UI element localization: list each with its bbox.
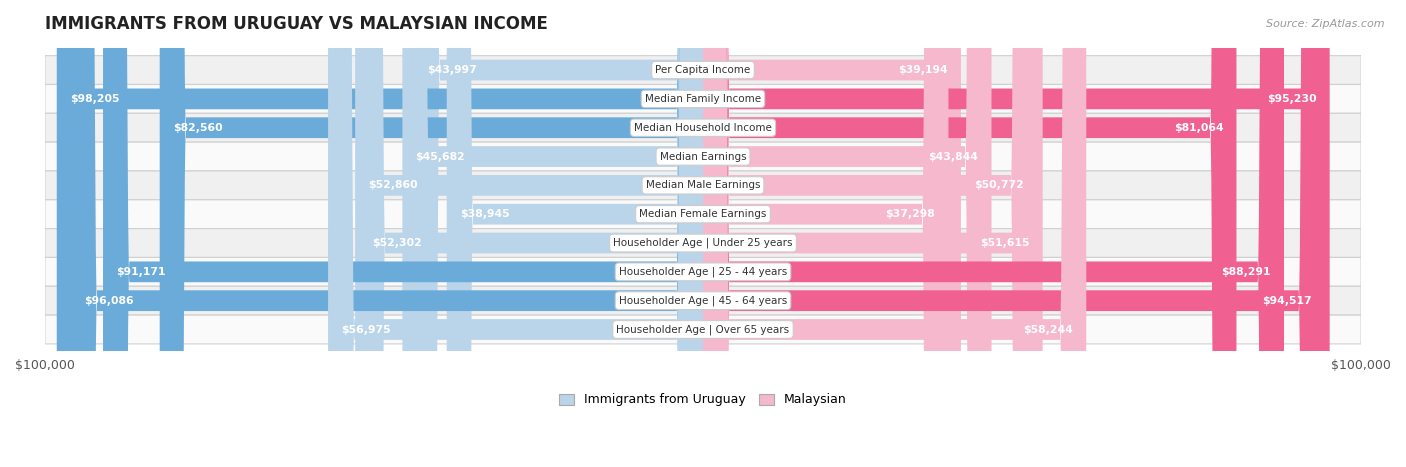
Text: $91,171: $91,171 [117, 267, 166, 277]
Text: IMMIGRANTS FROM URUGUAY VS MALAYSIAN INCOME: IMMIGRANTS FROM URUGUAY VS MALAYSIAN INC… [45, 15, 548, 33]
Text: Householder Age | Under 25 years: Householder Age | Under 25 years [613, 238, 793, 248]
FancyBboxPatch shape [70, 0, 703, 467]
FancyBboxPatch shape [703, 0, 1324, 467]
Text: $56,975: $56,975 [342, 325, 391, 334]
FancyBboxPatch shape [356, 0, 703, 467]
Text: $96,086: $96,086 [84, 296, 134, 306]
Text: Householder Age | 45 - 64 years: Householder Age | 45 - 64 years [619, 296, 787, 306]
FancyBboxPatch shape [160, 0, 703, 467]
Text: $82,560: $82,560 [173, 123, 222, 133]
FancyBboxPatch shape [413, 0, 703, 467]
FancyBboxPatch shape [703, 0, 1284, 467]
FancyBboxPatch shape [45, 200, 1361, 229]
Text: $88,291: $88,291 [1222, 267, 1271, 277]
Text: $95,230: $95,230 [1267, 94, 1316, 104]
FancyBboxPatch shape [45, 257, 1361, 286]
FancyBboxPatch shape [103, 0, 703, 467]
FancyBboxPatch shape [703, 0, 949, 467]
Text: $50,772: $50,772 [974, 180, 1024, 191]
Text: $51,615: $51,615 [980, 238, 1029, 248]
Text: $37,298: $37,298 [886, 209, 935, 219]
Text: $81,064: $81,064 [1174, 123, 1223, 133]
Text: Source: ZipAtlas.com: Source: ZipAtlas.com [1267, 19, 1385, 28]
Text: $43,997: $43,997 [426, 65, 477, 75]
FancyBboxPatch shape [56, 0, 703, 467]
Text: Per Capita Income: Per Capita Income [655, 65, 751, 75]
FancyBboxPatch shape [359, 0, 703, 467]
FancyBboxPatch shape [45, 229, 1361, 257]
FancyBboxPatch shape [45, 286, 1361, 315]
FancyBboxPatch shape [45, 142, 1361, 171]
FancyBboxPatch shape [45, 56, 1361, 85]
Text: Median Household Income: Median Household Income [634, 123, 772, 133]
Text: Householder Age | Over 65 years: Householder Age | Over 65 years [616, 324, 790, 335]
FancyBboxPatch shape [45, 113, 1361, 142]
Text: $45,682: $45,682 [416, 152, 465, 162]
Text: $38,945: $38,945 [460, 209, 509, 219]
FancyBboxPatch shape [45, 171, 1361, 200]
FancyBboxPatch shape [703, 0, 1236, 467]
Text: $52,302: $52,302 [373, 238, 422, 248]
FancyBboxPatch shape [45, 85, 1361, 113]
Text: $58,244: $58,244 [1024, 325, 1073, 334]
Text: $43,844: $43,844 [928, 152, 979, 162]
Legend: Immigrants from Uruguay, Malaysian: Immigrants from Uruguay, Malaysian [554, 389, 852, 411]
FancyBboxPatch shape [703, 0, 1087, 467]
Text: Median Male Earnings: Median Male Earnings [645, 180, 761, 191]
FancyBboxPatch shape [703, 0, 991, 467]
FancyBboxPatch shape [703, 0, 960, 467]
FancyBboxPatch shape [703, 0, 1330, 467]
FancyBboxPatch shape [703, 0, 1043, 467]
FancyBboxPatch shape [402, 0, 703, 467]
Text: Median Earnings: Median Earnings [659, 152, 747, 162]
FancyBboxPatch shape [45, 315, 1361, 344]
Text: Householder Age | 25 - 44 years: Householder Age | 25 - 44 years [619, 267, 787, 277]
FancyBboxPatch shape [328, 0, 703, 467]
Text: Median Female Earnings: Median Female Earnings [640, 209, 766, 219]
Text: $39,194: $39,194 [898, 65, 948, 75]
FancyBboxPatch shape [447, 0, 703, 467]
Text: $52,860: $52,860 [368, 180, 418, 191]
Text: Median Family Income: Median Family Income [645, 94, 761, 104]
Text: $98,205: $98,205 [70, 94, 120, 104]
Text: $94,517: $94,517 [1263, 296, 1312, 306]
FancyBboxPatch shape [703, 0, 1038, 467]
